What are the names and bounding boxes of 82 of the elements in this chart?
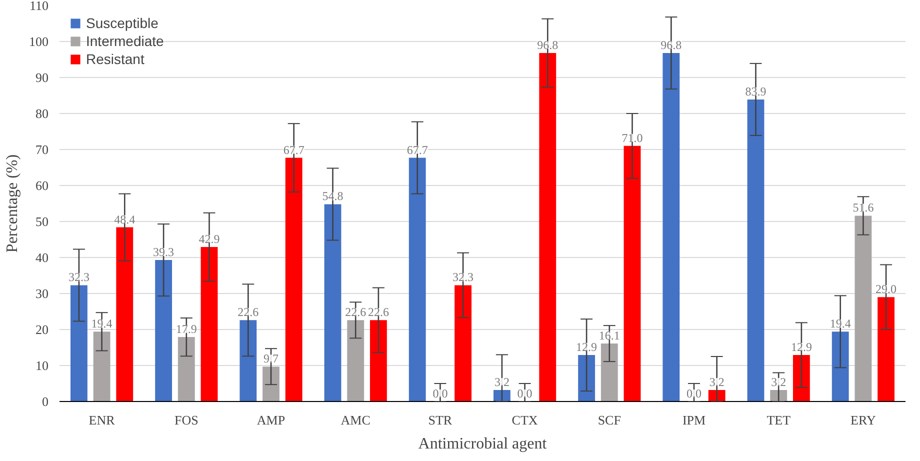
y-tick-label: 60 [36,178,48,193]
bar [854,216,872,402]
data-label: 0.0 [432,386,448,400]
y-tick-label: 30 [36,286,48,301]
x-tick-label: CTX [512,412,538,428]
bar [178,337,195,402]
data-label: 0.0 [517,386,532,400]
bar [494,390,510,402]
data-label: 3.2 [494,374,510,389]
data-label: 3.2 [771,374,786,389]
y-tick-label: 50 [36,214,48,229]
data-label: 96.8 [537,38,558,52]
x-tick-label: ERY [850,412,876,428]
x-tick-label: AMP [256,412,286,428]
bar [240,320,257,402]
bar [370,320,387,402]
y-tick-label: 10 [36,358,48,373]
data-label: 54.8 [322,189,344,204]
data-label: 16.1 [598,328,620,343]
bar [792,355,810,402]
x-tick-label: AMC [340,412,370,428]
y-tick-label: 100 [29,34,48,49]
data-label: 12.9 [790,340,812,354]
bar [624,146,641,402]
data-label: 19.4 [91,316,112,331]
data-label: 83.9 [745,84,766,98]
data-label: 17.9 [176,322,197,336]
data-label: 0.0 [686,386,702,400]
data-label: 67.7 [283,142,304,157]
y-axis-title: Percentage (%) [4,154,21,253]
bar [116,227,134,402]
bar [662,53,680,402]
y-tick-label: 90 [36,70,48,85]
legend-label: Resistant [86,51,144,67]
data-label: 29.0 [876,282,897,296]
data-label: 3.2 [709,374,724,389]
data-label: 9.7 [264,352,278,366]
data-label: 32.3 [452,270,474,284]
bar [600,344,618,402]
data-label: 22.6 [345,305,366,320]
data-label: 42.9 [198,232,220,246]
data-label: 96.8 [660,38,682,52]
bar [262,366,280,402]
bar [200,247,218,402]
bar [454,285,472,402]
bar [747,99,764,402]
data-label: 32.3 [68,270,90,284]
bar [70,285,88,402]
bar [155,260,172,402]
data-label: 67.7 [406,142,428,157]
bar [324,204,342,402]
x-tick-label: STR [428,412,452,428]
y-tick-label: 0 [42,394,48,409]
x-tick-label: ENR [88,412,116,428]
bar [832,332,849,402]
y-tick-label: 20 [36,322,48,337]
x-tick-label: TET [766,412,791,428]
data-label: 71.0 [622,130,643,145]
data-label: 19.4 [830,316,851,331]
x-tick-label: FOS [174,412,198,428]
bar [285,158,302,402]
data-label: 12.9 [576,340,598,354]
x-axis-title: Antimicrobial agent [418,436,548,452]
data-label: 22.6 [238,305,259,320]
y-tick-label: 40 [36,250,48,265]
data-label: 48.4 [114,212,136,226]
bar [878,297,894,402]
x-tick-label: IPM [682,412,706,428]
bar [578,355,596,402]
bar [93,332,110,402]
y-tick-label: 70 [36,142,48,157]
y-tick-label: 80 [36,106,48,121]
legend-label: Susceptible [86,15,158,31]
legend-label: Intermediate [86,33,164,49]
data-label: 51.6 [852,200,874,215]
data-label: 22.6 [368,305,389,320]
data-label: 39.3 [153,245,174,260]
x-tick-label: SCF [598,412,621,428]
bar [408,158,426,402]
bar [347,320,364,402]
y-tick-label: 110 [29,0,49,13]
bar [539,53,556,402]
